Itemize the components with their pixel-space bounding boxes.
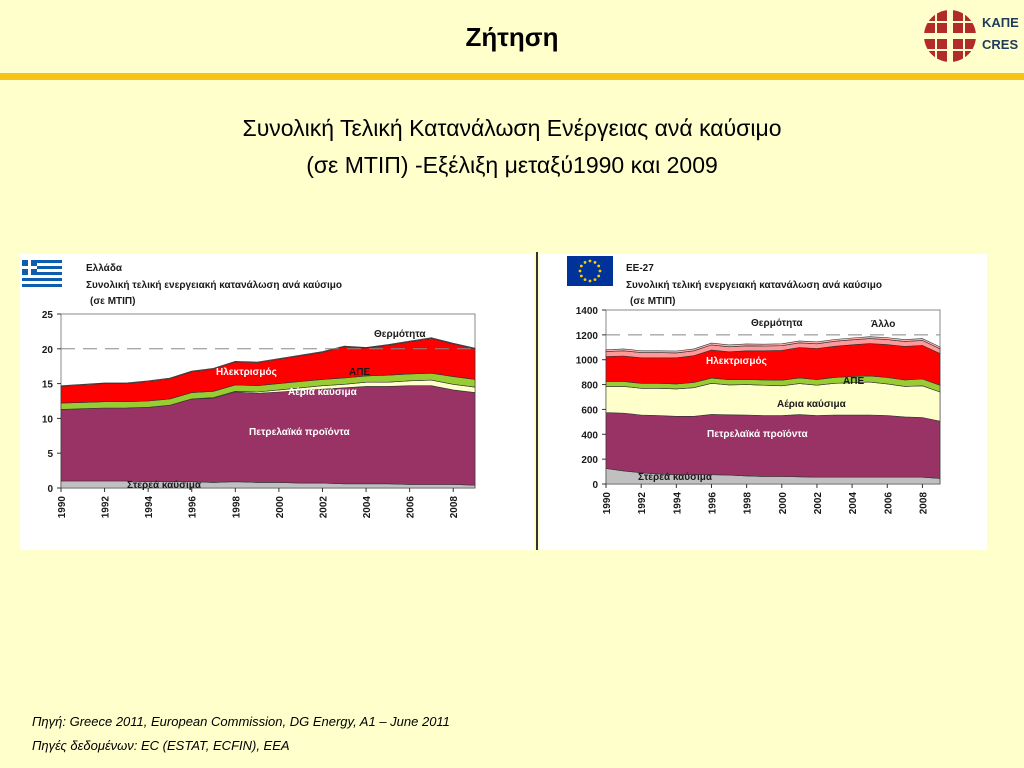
series-label-solid-fuels: Στερεά καύσιμα [638, 472, 713, 483]
series-label-heat: Θερμότητα [374, 329, 426, 340]
x-tick-label: 1998 [231, 496, 242, 519]
chart-title-unit: (σε ΜΤΙΠ) [90, 296, 135, 307]
subtitle-line-2: (σε ΜΤΙΠ) -Εξέλιξη μεταξύ1990 και 2009 [306, 152, 718, 178]
logo-text-kape: ΚΑΠΕ [982, 15, 1019, 30]
subtitle-line-1: Συνολική Τελική Κατανάλωση Ενέργειας ανά… [242, 115, 782, 141]
series-label-petroleum-products: Πετρελαϊκά προϊόντα [707, 429, 808, 440]
x-tick-label: 1996 [707, 492, 718, 515]
chart-title-desc: Συνολική τελική ενεργειακή κατανάλωση αν… [86, 280, 342, 291]
slide-subtitle: Συνολική Τελική Κατανάλωση Ενέργειας ανά… [0, 110, 1024, 184]
x-tick-label: 1998 [743, 492, 754, 515]
eu27-chart-panel: ΕΕ-27 Συνολική τελική ενεργειακή κατανάλω… [540, 254, 987, 550]
panel-divider [536, 252, 538, 550]
y-tick-label: 200 [581, 455, 598, 466]
chart-title-desc: Συνολική τελική ενεργειακή κατανάλωση αν… [626, 280, 882, 291]
greece-chart: Ελλάδα Συνολική τελική ενεργειακή κατανάλ… [22, 260, 476, 519]
y-tick-label: 20 [42, 345, 54, 356]
area-series-heat [60, 337, 476, 387]
series-label-res: ΑΠΕ [349, 367, 370, 378]
source-line-1: Πηγή: Greece 2011, European Commission, … [32, 714, 450, 729]
series-label-other: Άλλο [871, 319, 895, 330]
series-label-res: ΑΠΕ [843, 376, 864, 387]
series-label-heat: Θερμότητα [751, 318, 803, 329]
x-tick-label: 2004 [362, 496, 373, 519]
greece-chart-panel: Ελλάδα Συνολική τελική ενεργειακή κατανάλ… [20, 254, 534, 550]
y-tick-label: 800 [581, 381, 598, 392]
chart-title-region: ΕΕ-27 [626, 263, 654, 274]
x-tick-label: 1992 [637, 492, 648, 515]
x-tick-label: 2000 [275, 496, 286, 519]
series-label-solid-fuels: Στερεά καύσιμα [127, 480, 202, 491]
area-series-petroleum-products [605, 412, 941, 479]
slide-title: Ζήτηση [465, 22, 559, 52]
header-accent-rule [0, 73, 1024, 80]
x-tick-label: 2006 [883, 492, 894, 515]
series-label-gaseous-fuels: Αέρια καύσιμα [777, 399, 847, 410]
series-label-electricity: Ηλεκτρισμός [216, 367, 277, 378]
greek-flag-icon [22, 260, 62, 287]
source-line-2: Πηγές δεδομένων: EC (ESTAT, ECFIN), EEA [32, 738, 290, 753]
x-tick-label: 2002 [813, 492, 824, 515]
x-tick-label: 2008 [449, 496, 460, 519]
eu-flag-icon [567, 256, 613, 286]
x-tick-label: 1990 [602, 492, 613, 515]
logo-text-cres: CRES [982, 37, 1019, 52]
cres-logo: ΚΑΠΕ CRES [922, 8, 1024, 64]
y-tick-label: 0 [47, 484, 53, 495]
x-tick-label: 2000 [778, 492, 789, 515]
x-tick-label: 2006 [406, 496, 417, 519]
area-series-other [605, 336, 941, 354]
x-tick-label: 1992 [101, 496, 112, 519]
y-tick-label: 400 [581, 430, 598, 441]
x-tick-label: 1994 [144, 496, 155, 519]
y-tick-label: 1400 [576, 306, 599, 317]
y-tick-label: 0 [592, 480, 598, 491]
eu27-chart: ΕΕ-27 Συνολική τελική ενεργειακή κατανάλω… [567, 256, 941, 515]
y-tick-label: 25 [42, 310, 54, 321]
y-tick-label: 1200 [576, 331, 599, 342]
chart-title-unit: (σε ΜΤΙΠ) [630, 296, 675, 307]
y-tick-label: 10 [42, 414, 54, 425]
x-tick-label: 2008 [918, 492, 929, 515]
x-tick-label: 1996 [188, 496, 199, 519]
chart-title-region: Ελλάδα [86, 263, 123, 274]
x-tick-label: 1990 [57, 496, 68, 519]
y-tick-label: 5 [47, 449, 53, 460]
series-label-gaseous-fuels: Αέρια καύσιμα [288, 387, 358, 398]
y-tick-label: 15 [42, 380, 54, 391]
y-tick-label: 1000 [576, 356, 599, 367]
series-label-electricity: Ηλεκτρισμός [706, 356, 767, 367]
x-tick-label: 2004 [848, 492, 859, 515]
cres-logo-icon [924, 10, 976, 62]
y-tick-label: 600 [581, 405, 598, 416]
series-label-petroleum-products: Πετρελαϊκά προϊόντα [249, 427, 350, 438]
x-tick-label: 2002 [318, 496, 329, 519]
x-tick-label: 1994 [672, 492, 683, 515]
